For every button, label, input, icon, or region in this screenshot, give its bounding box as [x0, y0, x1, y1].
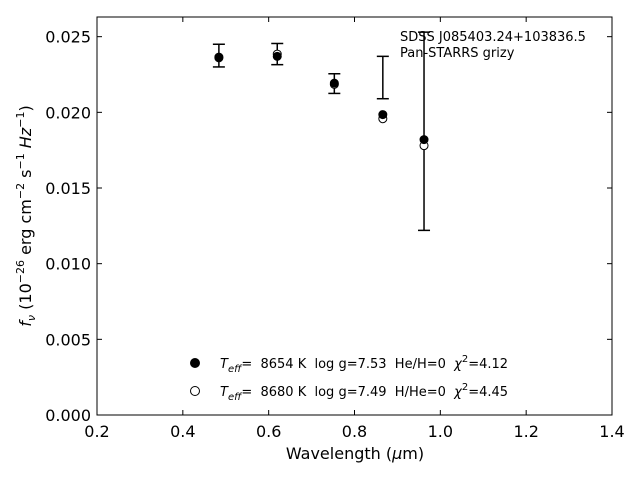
- legend-marker-filled: [190, 358, 200, 368]
- x-tick-label: 0.6: [256, 422, 281, 441]
- x-tick-label: 0.8: [342, 422, 367, 441]
- model-point-filled: [329, 78, 339, 88]
- y-axis-ticks: 0.000 0.005 0.010 0.015 0.020 0.025: [45, 28, 612, 425]
- legend-entry-filled: Teff= 8654 K log g=7.53 He/H=0 χ2=4.12: [220, 354, 508, 375]
- y-axis-label: fν (10−26 erg cm−2 s−1 Hz−1): [14, 105, 38, 326]
- data-points: [214, 49, 429, 151]
- y-tick-label: 0.015: [45, 179, 91, 198]
- annotation-target: SDSS J085403.24+103836.5: [400, 30, 586, 45]
- model-point-filled: [378, 110, 388, 120]
- y-tick-label: 0.020: [45, 103, 91, 122]
- x-tick-label: 0.2: [84, 422, 109, 441]
- y-tick-label: 0.025: [45, 28, 91, 47]
- x-axis-ticks: 0.2 0.4 0.6 0.8 1.0 1.2 1.4: [84, 17, 625, 441]
- x-tick-label: 1.0: [428, 422, 453, 441]
- annotation-survey: Pan-STARRS grizy: [400, 46, 515, 61]
- y-tick-label: 0.000: [45, 406, 91, 425]
- axes-frame: [96, 16, 613, 416]
- error-bars: [212, 31, 431, 232]
- x-tick-label: 1.2: [513, 422, 538, 441]
- model-point-filled: [214, 52, 224, 62]
- legend-marker-open: [190, 386, 200, 396]
- legend: Teff= 8654 K log g=7.53 He/H=0 χ2=4.12 T…: [190, 354, 508, 403]
- x-axis-label: Wavelength (μm): [286, 444, 424, 463]
- y-tick-label: 0.010: [45, 255, 91, 274]
- legend-entry-open: Teff= 8680 K log g=7.49 H/He=0 χ2=4.45: [220, 382, 508, 403]
- y-tick-label: 0.005: [45, 330, 91, 349]
- model-point-filled: [272, 51, 282, 61]
- plot-area: [96, 16, 613, 416]
- x-tick-label: 1.4: [599, 422, 624, 441]
- x-tick-label: 0.4: [170, 422, 195, 441]
- model-point-filled: [419, 135, 429, 145]
